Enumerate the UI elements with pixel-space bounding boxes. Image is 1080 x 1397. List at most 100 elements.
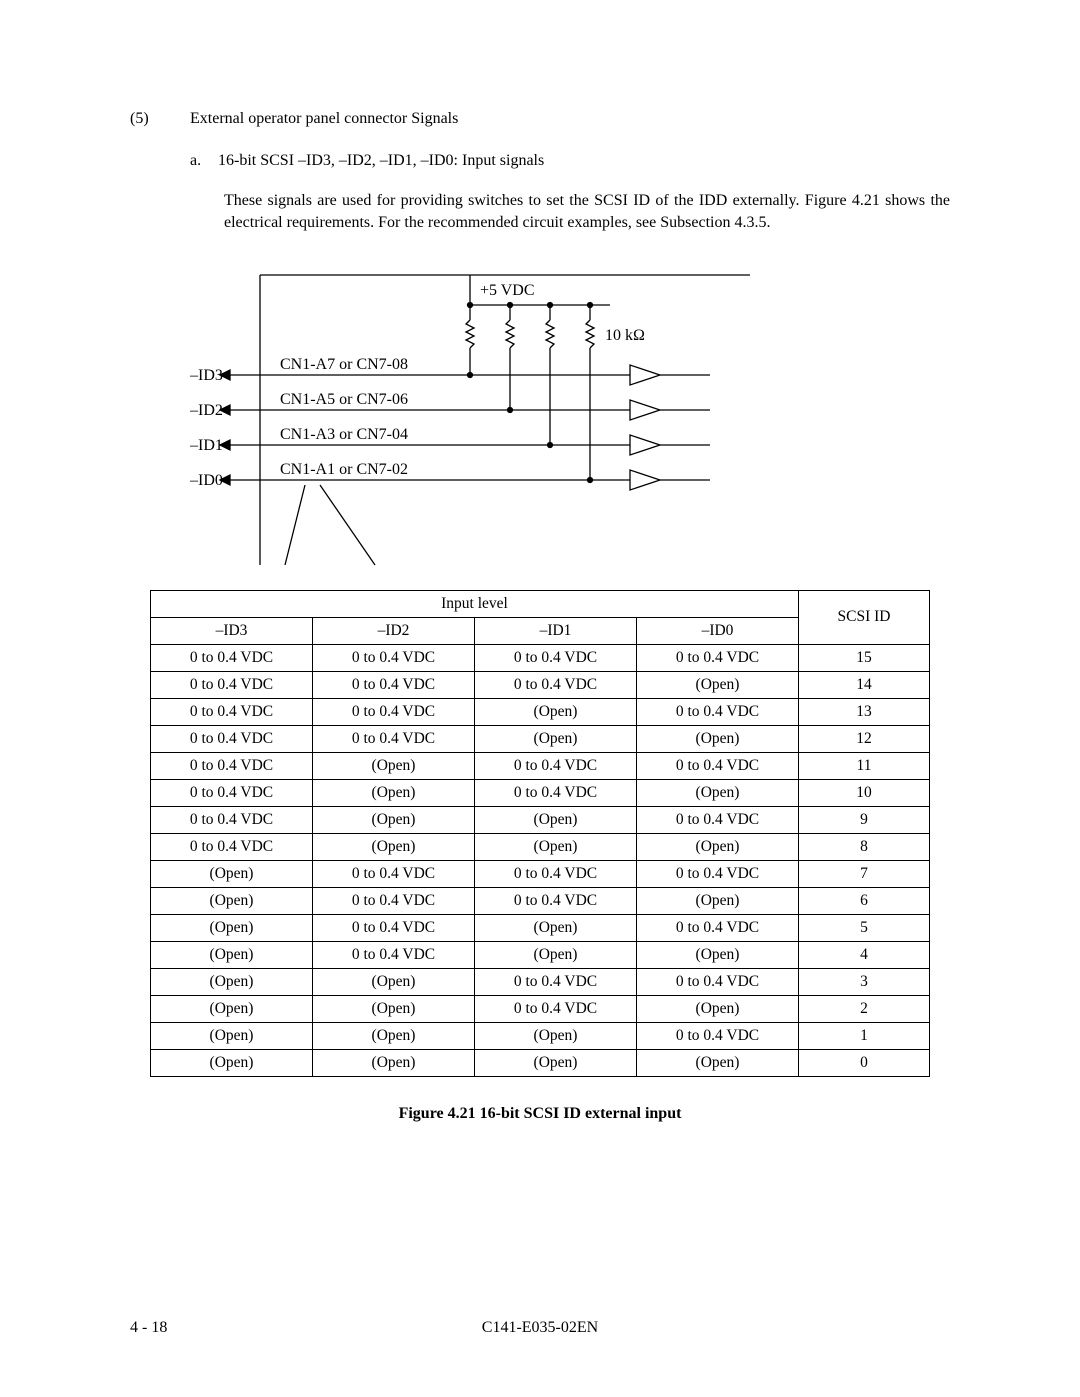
table-cell: 2	[799, 995, 930, 1022]
table-cell: 11	[799, 752, 930, 779]
table-cell: 8	[799, 833, 930, 860]
footer-center: C141-E035-02EN	[130, 1319, 950, 1337]
table-cell: 6	[799, 887, 930, 914]
vdc-label: +5 VDC	[480, 282, 535, 299]
table-cell: (Open)	[637, 833, 799, 860]
table-cell: 0 to 0.4 VDC	[151, 671, 313, 698]
table-cell: 13	[799, 698, 930, 725]
table-cell: 0 to 0.4 VDC	[637, 860, 799, 887]
table-cell: (Open)	[637, 995, 799, 1022]
table-cell: 0 to 0.4 VDC	[637, 1022, 799, 1049]
table-cell: 0 to 0.4 VDC	[637, 968, 799, 995]
table-cell: 0 to 0.4 VDC	[151, 698, 313, 725]
table-cell: (Open)	[313, 1022, 475, 1049]
table-cell: (Open)	[313, 752, 475, 779]
th-input-level: Input level	[151, 590, 799, 617]
table-cell: 0 to 0.4 VDC	[151, 752, 313, 779]
table-cell: 0	[799, 1049, 930, 1076]
table-cell: (Open)	[313, 995, 475, 1022]
th-scsi-id: SCSI ID	[799, 590, 930, 644]
table-cell: (Open)	[475, 1049, 637, 1076]
scsi-id-table: Input level SCSI ID –ID3 –ID2 –ID1 –ID0 …	[150, 590, 930, 1077]
body-paragraph: These signals are used for providing swi…	[224, 190, 950, 235]
table-cell: (Open)	[475, 833, 637, 860]
table-cell: (Open)	[637, 941, 799, 968]
table-cell: (Open)	[313, 833, 475, 860]
table-cell: 12	[799, 725, 930, 752]
table-cell: (Open)	[151, 860, 313, 887]
table-cell: 0 to 0.4 VDC	[151, 806, 313, 833]
section-number: (5)	[130, 110, 190, 128]
table-cell: (Open)	[151, 887, 313, 914]
table-cell: (Open)	[151, 1022, 313, 1049]
table-cell: 0 to 0.4 VDC	[151, 725, 313, 752]
table-cell: 0 to 0.4 VDC	[313, 887, 475, 914]
sig0-name: –ID3	[190, 367, 223, 384]
table-cell: (Open)	[313, 779, 475, 806]
table-cell: 3	[799, 968, 930, 995]
table-cell: 5	[799, 914, 930, 941]
table-cell: 0 to 0.4 VDC	[475, 995, 637, 1022]
table-row: (Open)0 to 0.4 VDC(Open)0 to 0.4 VDC5	[151, 914, 930, 941]
table-row: (Open)(Open)(Open)0 to 0.4 VDC1	[151, 1022, 930, 1049]
table-body: 0 to 0.4 VDC0 to 0.4 VDC0 to 0.4 VDC0 to…	[151, 644, 930, 1076]
table-cell: 1	[799, 1022, 930, 1049]
table-cell: 0 to 0.4 VDC	[475, 671, 637, 698]
table-cell: 0 to 0.4 VDC	[313, 914, 475, 941]
table-row: 0 to 0.4 VDC0 to 0.4 VDC0 to 0.4 VDC0 to…	[151, 644, 930, 671]
table-cell: (Open)	[637, 779, 799, 806]
subitem: a. 16-bit SCSI –ID3, –ID2, –ID1, –ID0: I…	[190, 152, 950, 170]
subitem-text: 16-bit SCSI –ID3, –ID2, –ID1, –ID0: Inpu…	[218, 152, 544, 169]
section-title: External operator panel connector Signal…	[190, 110, 458, 128]
table-cell: 7	[799, 860, 930, 887]
table-cell: 0 to 0.4 VDC	[637, 806, 799, 833]
table-cell: 0 to 0.4 VDC	[637, 752, 799, 779]
table-cell: 0 to 0.4 VDC	[475, 968, 637, 995]
table-cell: 0 to 0.4 VDC	[475, 644, 637, 671]
table-cell: (Open)	[151, 1049, 313, 1076]
table-cell: (Open)	[313, 806, 475, 833]
table-row: 0 to 0.4 VDC0 to 0.4 VDC(Open)(Open)12	[151, 725, 930, 752]
table-cell: (Open)	[151, 941, 313, 968]
sig2-conn: CN1-A3 or CN7-04	[280, 426, 408, 443]
table-cell: 0 to 0.4 VDC	[313, 644, 475, 671]
table-cell: (Open)	[637, 671, 799, 698]
table-cell: 0 to 0.4 VDC	[313, 860, 475, 887]
table-cell: (Open)	[637, 1049, 799, 1076]
table-cell: (Open)	[151, 968, 313, 995]
table-cell: 0 to 0.4 VDC	[151, 779, 313, 806]
circuit-svg: +5 VDC 10 kΩ –ID3 –ID2 –ID1 –ID0 CN1-A7 …	[190, 265, 830, 575]
sig2-name: –ID1	[190, 437, 223, 454]
table-cell: (Open)	[475, 1022, 637, 1049]
table-row: 0 to 0.4 VDC0 to 0.4 VDC0 to 0.4 VDC(Ope…	[151, 671, 930, 698]
section-heading: (5) External operator panel connector Si…	[130, 110, 950, 128]
table-cell: 10	[799, 779, 930, 806]
table-cell: 0 to 0.4 VDC	[637, 644, 799, 671]
table-row: 0 to 0.4 VDC(Open)(Open)(Open)8	[151, 833, 930, 860]
table-row: (Open)(Open)0 to 0.4 VDC(Open)2	[151, 995, 930, 1022]
table-row: 0 to 0.4 VDC(Open)(Open)0 to 0.4 VDC9	[151, 806, 930, 833]
table-cell: (Open)	[475, 941, 637, 968]
table-cell: 0 to 0.4 VDC	[151, 644, 313, 671]
table-cell: 15	[799, 644, 930, 671]
table-cell: (Open)	[475, 698, 637, 725]
table-cell: 0 to 0.4 VDC	[313, 671, 475, 698]
th-id3: –ID3	[151, 617, 313, 644]
table-cell: 14	[799, 671, 930, 698]
th-id0: –ID0	[637, 617, 799, 644]
table-cell: (Open)	[151, 914, 313, 941]
table-cell: 0 to 0.4 VDC	[475, 752, 637, 779]
table-cell: 4	[799, 941, 930, 968]
scsi-id-table-wrap: Input level SCSI ID –ID3 –ID2 –ID1 –ID0 …	[150, 590, 930, 1077]
subitem-label: a.	[190, 152, 214, 170]
table-cell: 0 to 0.4 VDC	[313, 698, 475, 725]
table-cell: 0 to 0.4 VDC	[313, 941, 475, 968]
table-row: (Open)(Open)0 to 0.4 VDC0 to 0.4 VDC3	[151, 968, 930, 995]
figure-caption: Figure 4.21 16-bit SCSI ID external inpu…	[130, 1105, 950, 1123]
table-cell: 0 to 0.4 VDC	[475, 779, 637, 806]
table-cell: (Open)	[151, 995, 313, 1022]
table-cell: 9	[799, 806, 930, 833]
page: (5) External operator panel connector Si…	[0, 0, 1080, 1397]
sig1-conn: CN1-A5 or CN7-06	[280, 391, 408, 408]
table-cell: 0 to 0.4 VDC	[637, 698, 799, 725]
